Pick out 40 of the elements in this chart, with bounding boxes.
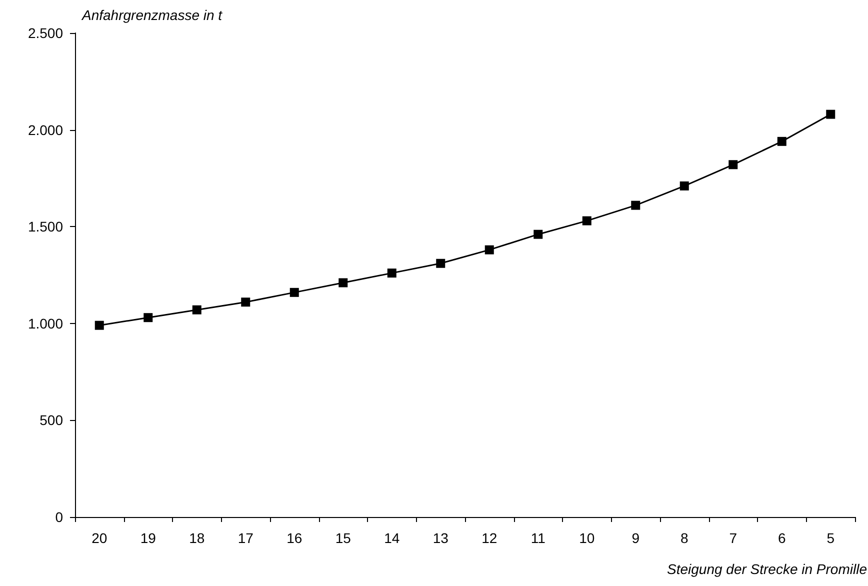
y-tick-label: 1.000 (28, 315, 64, 332)
x-tick-label: 19 (140, 530, 156, 546)
point (680, 181, 689, 190)
y-tick-label: 1.500 (28, 218, 64, 235)
point (241, 298, 250, 307)
point (144, 313, 153, 322)
x-tick-label: 16 (286, 530, 302, 546)
point (192, 305, 202, 314)
point (777, 136, 786, 146)
point (631, 200, 640, 210)
x-tick-label: 6 (778, 530, 786, 546)
point (338, 278, 348, 288)
x-tick-label: 7 (729, 530, 738, 546)
x-tick-label: 13 (432, 530, 449, 546)
x-axis-title: Steigung der Strecke in Promille (667, 561, 868, 577)
y-tick-label: 2.000 (28, 122, 64, 138)
point (534, 230, 543, 239)
x-tick-label: 15 (335, 530, 352, 546)
x-tick-label: 10 (579, 530, 595, 546)
point (582, 216, 592, 226)
x-tick-label: 5 (826, 530, 835, 546)
point (728, 160, 738, 170)
y-tick-label: 500 (40, 412, 64, 428)
point (484, 245, 494, 254)
x-tick-label: 8 (680, 530, 688, 546)
point (826, 110, 836, 119)
point (436, 258, 446, 268)
point (290, 288, 299, 297)
x-tick-label: 9 (632, 530, 640, 546)
y-axis-title: Anfahrgrenzmasse in t (81, 7, 224, 23)
point (94, 320, 104, 330)
x-tick-label: 12 (482, 530, 498, 546)
point (387, 268, 396, 278)
y-tick-label: 0 (55, 509, 64, 525)
x-tick-label: 17 (238, 530, 254, 546)
x-tick-label: 11 (530, 530, 546, 546)
x-tick-label: 18 (189, 530, 205, 546)
y-tick-label: 2.500 (28, 25, 64, 41)
x-tick-label: 14 (384, 530, 400, 546)
x-tick-label: 20 (92, 530, 108, 546)
